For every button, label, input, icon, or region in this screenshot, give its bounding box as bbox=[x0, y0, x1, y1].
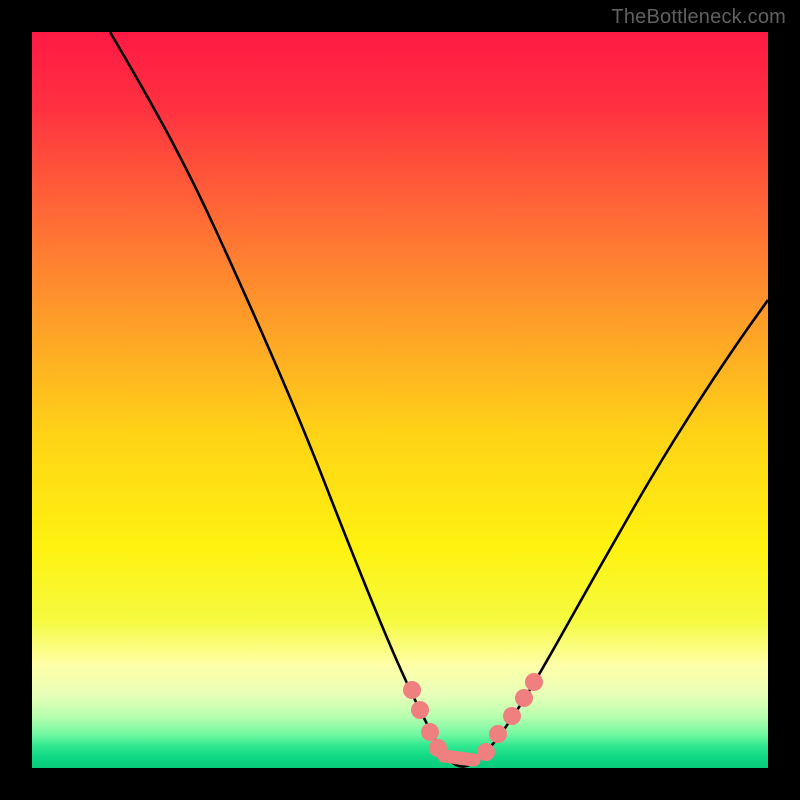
curve-marker-dot bbox=[411, 701, 429, 719]
curve-marker-dot bbox=[525, 673, 543, 691]
curve-marker-dot bbox=[421, 723, 439, 741]
curve-marker-dot bbox=[503, 707, 521, 725]
curve-marker-dot bbox=[489, 725, 507, 743]
optimal-range-line bbox=[444, 756, 474, 760]
curve-marker-dot bbox=[477, 743, 495, 761]
chart-frame: TheBottleneck.com bbox=[0, 0, 800, 800]
plot-background bbox=[32, 32, 768, 768]
watermark-text: TheBottleneck.com bbox=[611, 6, 786, 29]
bottleneck-chart bbox=[0, 0, 800, 800]
curve-marker-dot bbox=[515, 689, 533, 707]
curve-marker-dot bbox=[429, 739, 447, 757]
curve-marker-dot bbox=[403, 681, 421, 699]
